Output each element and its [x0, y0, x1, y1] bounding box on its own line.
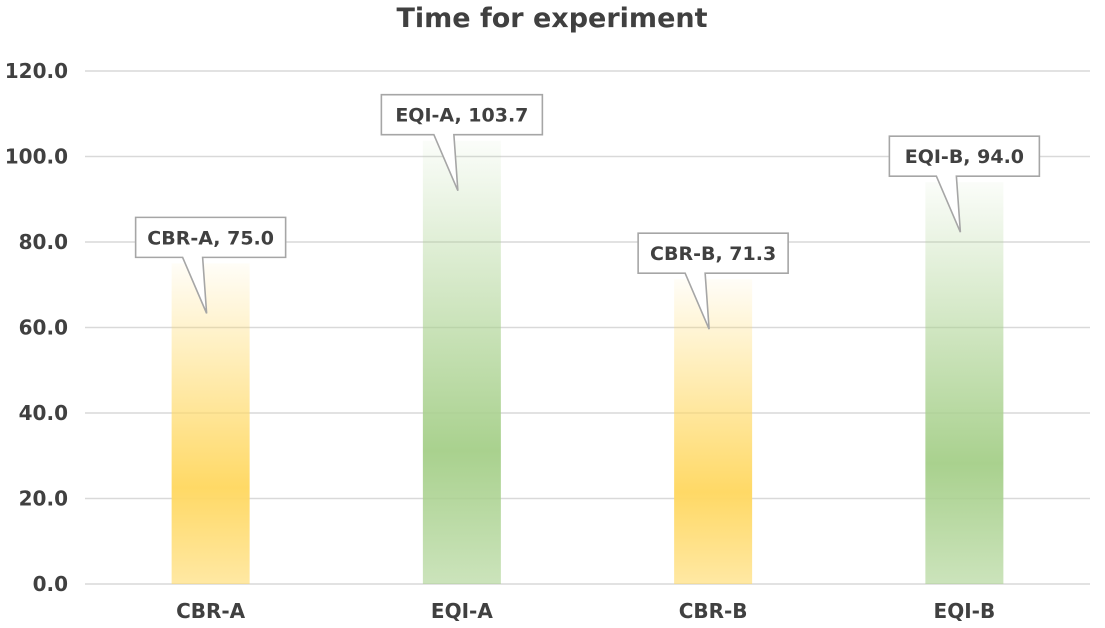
y-tick-label: 100.0	[5, 145, 68, 169]
data-label-callout-box	[134, 216, 287, 314]
x-tick-label: EQI-A	[431, 599, 493, 623]
data-label-callout-box	[637, 232, 789, 330]
data-label: EQI-B, 94.0	[905, 146, 1024, 168]
bar-cbr-b	[674, 279, 753, 584]
y-tick-label: 120.0	[5, 59, 68, 83]
bars	[171, 140, 1004, 584]
data-label-callout-box	[380, 93, 544, 191]
chart-title: Time for experiment	[396, 3, 707, 34]
y-tick-label: 60.0	[19, 316, 68, 340]
y-tick-label: 40.0	[19, 401, 68, 425]
data-label-callout-box	[888, 135, 1041, 233]
bar-cbr-a	[171, 263, 250, 584]
data-label: EQI-A, 103.7	[395, 105, 528, 127]
y-tick-label: 0.0	[33, 572, 68, 596]
x-tick-label: CBR-B	[679, 599, 748, 623]
y-tick-label: 80.0	[19, 230, 68, 254]
x-tick-label: EQI-B	[934, 599, 996, 623]
data-label: CBR-A, 75.0	[147, 227, 274, 249]
data-label-callouts: CBR-A, 75.0 EQI-A, 103.7 CBR-B, 71.3 EQI-B,…	[134, 93, 1041, 330]
y-axis-tick-labels: 0.0 20.0 40.0 60.0 80.0 100.0 120.0	[5, 59, 68, 596]
x-axis-tick-labels: CBR-A EQI-A CBR-B EQI-B	[176, 599, 995, 623]
bar-eqi-a	[422, 140, 501, 584]
y-tick-label: 20.0	[19, 487, 68, 511]
data-label: CBR-B, 71.3	[650, 243, 776, 265]
x-tick-label: CBR-A	[176, 599, 246, 623]
bar-eqi-b	[925, 182, 1004, 584]
